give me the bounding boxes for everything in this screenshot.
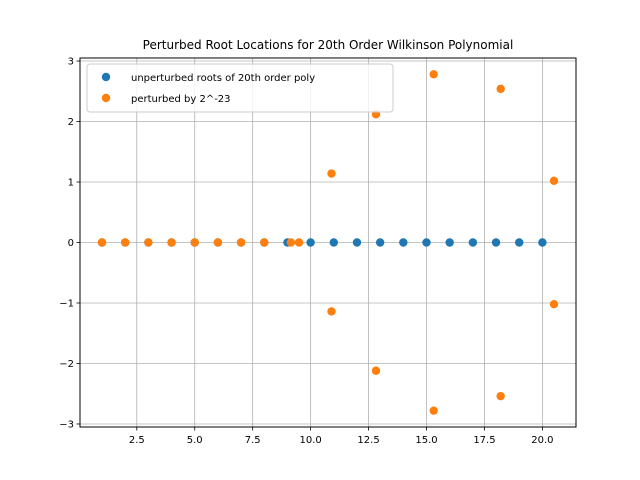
data-point [294,238,304,247]
y-tick-label: 0 [68,238,74,249]
data-point [144,238,153,247]
data-point [306,238,315,247]
data-point [429,406,438,415]
data-point [327,307,336,316]
y-tick-label: 3 [68,57,74,68]
x-tick-label: 12.5 [357,435,379,446]
data-point [496,391,505,401]
legend-marker [101,93,111,103]
data-point [422,238,431,247]
data-point [515,238,524,247]
x-tick-label: 10.0 [299,435,321,446]
data-point [97,238,107,247]
data-point [167,238,176,247]
legend-marker [101,72,111,82]
data-point [496,84,505,94]
y-tick-label: −2 [59,359,74,370]
data-point [286,238,296,247]
data-point [352,238,362,247]
data-point [445,238,454,247]
data-point [538,238,547,247]
x-tick-label: 2.5 [129,435,145,446]
data-point [399,238,408,247]
y-tick-label: 1 [68,178,74,189]
data-point [260,238,269,247]
x-tick-label: 20.0 [531,435,553,446]
data-point [549,300,559,309]
data-point [375,238,385,247]
axis-ticks: 2.5 5.0 7.5 10.0 12.5 15.0 17.5 20.0 −3 −2 −1 0 1 2 3 [59,57,553,446]
grid [80,58,576,427]
data-point [120,238,130,247]
legend-box [86,63,394,113]
data-point [549,176,559,185]
data-points [97,70,559,415]
legend-label: perturbed by 2^-23 [131,94,231,105]
x-tick-label: 17.5 [473,435,495,446]
data-point [491,238,501,247]
x-tick-label: 5.0 [187,435,203,446]
legend-label: unperturbed roots of 20th order poly [131,73,315,84]
data-point [429,70,438,79]
data-point [327,169,336,178]
x-tick-label: 7.5 [245,435,261,446]
y-tick-label: −1 [59,298,74,309]
data-point [190,238,199,247]
y-tick-label: 2 [68,117,74,128]
data-point [213,238,223,247]
legend: unperturbed roots of 20th order poly pert… [86,63,394,113]
data-point [371,366,381,375]
series-1 [97,70,559,415]
data-point [329,238,338,247]
chart-title: Perturbed Root Locations for 20th Order … [143,38,514,52]
y-tick-label: −3 [59,419,74,430]
data-point [468,238,478,247]
x-tick-label: 15.0 [415,435,437,446]
data-point [236,238,246,247]
